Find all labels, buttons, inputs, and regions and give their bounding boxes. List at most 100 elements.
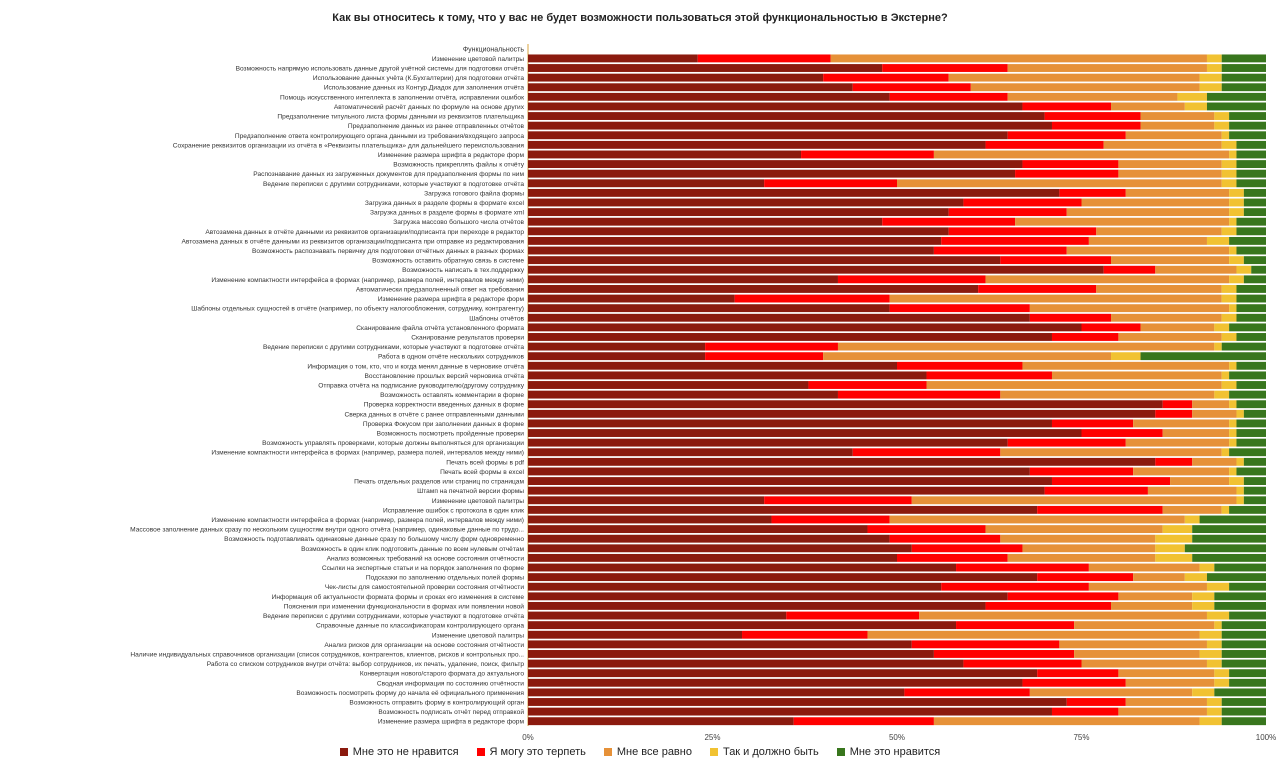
bar-segment: [528, 448, 853, 457]
bar-segment: [1140, 352, 1266, 361]
bar-segment: [1236, 409, 1244, 418]
bar-segment: [528, 265, 1104, 274]
row-label: Предзаполнение ответа контролирующего ор…: [235, 132, 524, 140]
bar-segment: [528, 678, 1023, 687]
bar-segment: [1118, 333, 1222, 341]
bar-segment: [1199, 515, 1266, 524]
bar-segment: [919, 611, 1207, 620]
bar-segment: [528, 419, 1052, 428]
bar-segment: [1221, 650, 1266, 658]
row-label: Сводная информация по состоянию отчётнос…: [377, 680, 524, 687]
bar-segment: [1096, 285, 1222, 293]
bar-segment: [528, 236, 942, 245]
bar-segment: [1229, 371, 1266, 380]
bar-segment: [830, 54, 1207, 63]
bar-segment: [764, 179, 897, 188]
bar-segment: [1206, 54, 1222, 63]
bar-segment: [528, 553, 897, 562]
bar-segment: [837, 342, 1215, 351]
bar-segment: [528, 140, 986, 149]
legend-item: Я могу это терпеть: [476, 746, 586, 758]
bar-segment: [1059, 640, 1207, 649]
row-label: Сверка данных в отчёте с ранее отправлен…: [344, 411, 524, 418]
bar-segment: [1214, 601, 1266, 610]
bar-segment: [963, 659, 1082, 668]
bar-segment: [528, 544, 912, 553]
bar-segment: [1221, 371, 1230, 380]
row-label: Загрузка готового файла формы: [424, 189, 524, 197]
bar-segment: [1221, 707, 1266, 716]
row-label: Чек-листы для самостоятельной проверки с…: [325, 583, 524, 591]
row-label: Работа со списком сотрудников внутри отч…: [207, 660, 525, 668]
bar-segment: [528, 150, 802, 159]
bar-segment: [1155, 534, 1193, 543]
row-label: Изменение цветовой палитры: [432, 631, 524, 639]
bar-segment: [528, 390, 838, 399]
bar-segment: [528, 429, 1082, 437]
bar-segment: [1155, 544, 1185, 553]
bar-segment: [528, 381, 809, 389]
bar-segment: [1214, 669, 1230, 678]
bar-segment: [978, 285, 1097, 293]
bar-segment: [1125, 188, 1230, 197]
bar-segment: [1229, 121, 1266, 130]
bar-segment: [1022, 678, 1126, 687]
bar-segment: [1221, 294, 1237, 303]
bar-segment: [1051, 333, 1119, 341]
bar-segment: [528, 409, 1156, 418]
bar-segment: [528, 582, 942, 591]
bar-segment: [1111, 313, 1222, 322]
bar-segment: [1125, 438, 1230, 447]
bar-segment: [1221, 621, 1266, 630]
bar-segment: [1221, 448, 1230, 457]
bar-segment: [985, 275, 1230, 284]
row-label: Восстановление прошлых версий черновика …: [365, 372, 525, 380]
bar-segment: [528, 717, 794, 726]
bar-segment: [1007, 553, 1156, 562]
bar-segment: [1236, 438, 1266, 447]
bar-segment: [742, 630, 868, 639]
bar-segment: [1236, 361, 1266, 370]
bar-segment: [1022, 102, 1112, 111]
bar-segment: [1199, 650, 1222, 658]
row-label: Возможность оставить обратную связь в си…: [372, 257, 524, 265]
bar-segment: [933, 717, 1200, 726]
legend-label: Мне все равно: [616, 746, 692, 758]
bar-segment: [528, 227, 949, 236]
bar-segment: [1088, 582, 1207, 591]
bar-segment: [808, 381, 927, 389]
bar-segment: [1044, 112, 1141, 120]
bar-segment: [1118, 169, 1222, 178]
row-label: Ведение переписки с другими сотрудниками…: [263, 344, 524, 351]
bar-segment: [1229, 304, 1237, 313]
bar-segment: [528, 352, 706, 361]
bar-segment: [985, 140, 1104, 149]
bar-segment: [1147, 486, 1237, 495]
bar-segment: [528, 477, 1052, 485]
bar-segment: [1243, 275, 1266, 284]
bar-segment: [528, 698, 1067, 706]
row-label: Исправление ошибок с протокола в один кл…: [383, 506, 524, 514]
bar-segment: [528, 400, 1163, 409]
bar-segment: [1206, 582, 1230, 591]
bar-segment: [1096, 227, 1222, 236]
bar-segment: [1214, 342, 1222, 351]
row-label: Проверка Фокусом при заполнении данных в…: [363, 421, 524, 428]
bar-segment: [1206, 707, 1222, 716]
bar-segment: [1221, 227, 1237, 236]
row-label: Предзаполнение данных из ранее отправлен…: [348, 123, 525, 130]
bar-segment: [528, 246, 934, 255]
bar-segment: [1074, 621, 1215, 630]
bar-segment: [948, 227, 1097, 236]
bar-segment: [1236, 285, 1266, 293]
bar-segment: [1214, 121, 1230, 130]
bar-segment: [1184, 544, 1266, 553]
row-label: Ссылки на экспертные статьи и на порядок…: [322, 565, 525, 572]
bar-segment: [985, 525, 1163, 534]
bar-segment: [1206, 573, 1266, 582]
bar-segment: [1229, 429, 1237, 437]
bar-segment: [1037, 669, 1119, 678]
bar-segment: [528, 486, 1045, 495]
legend-label: Так и должно быть: [722, 746, 819, 758]
bar-segment: [933, 150, 1230, 159]
